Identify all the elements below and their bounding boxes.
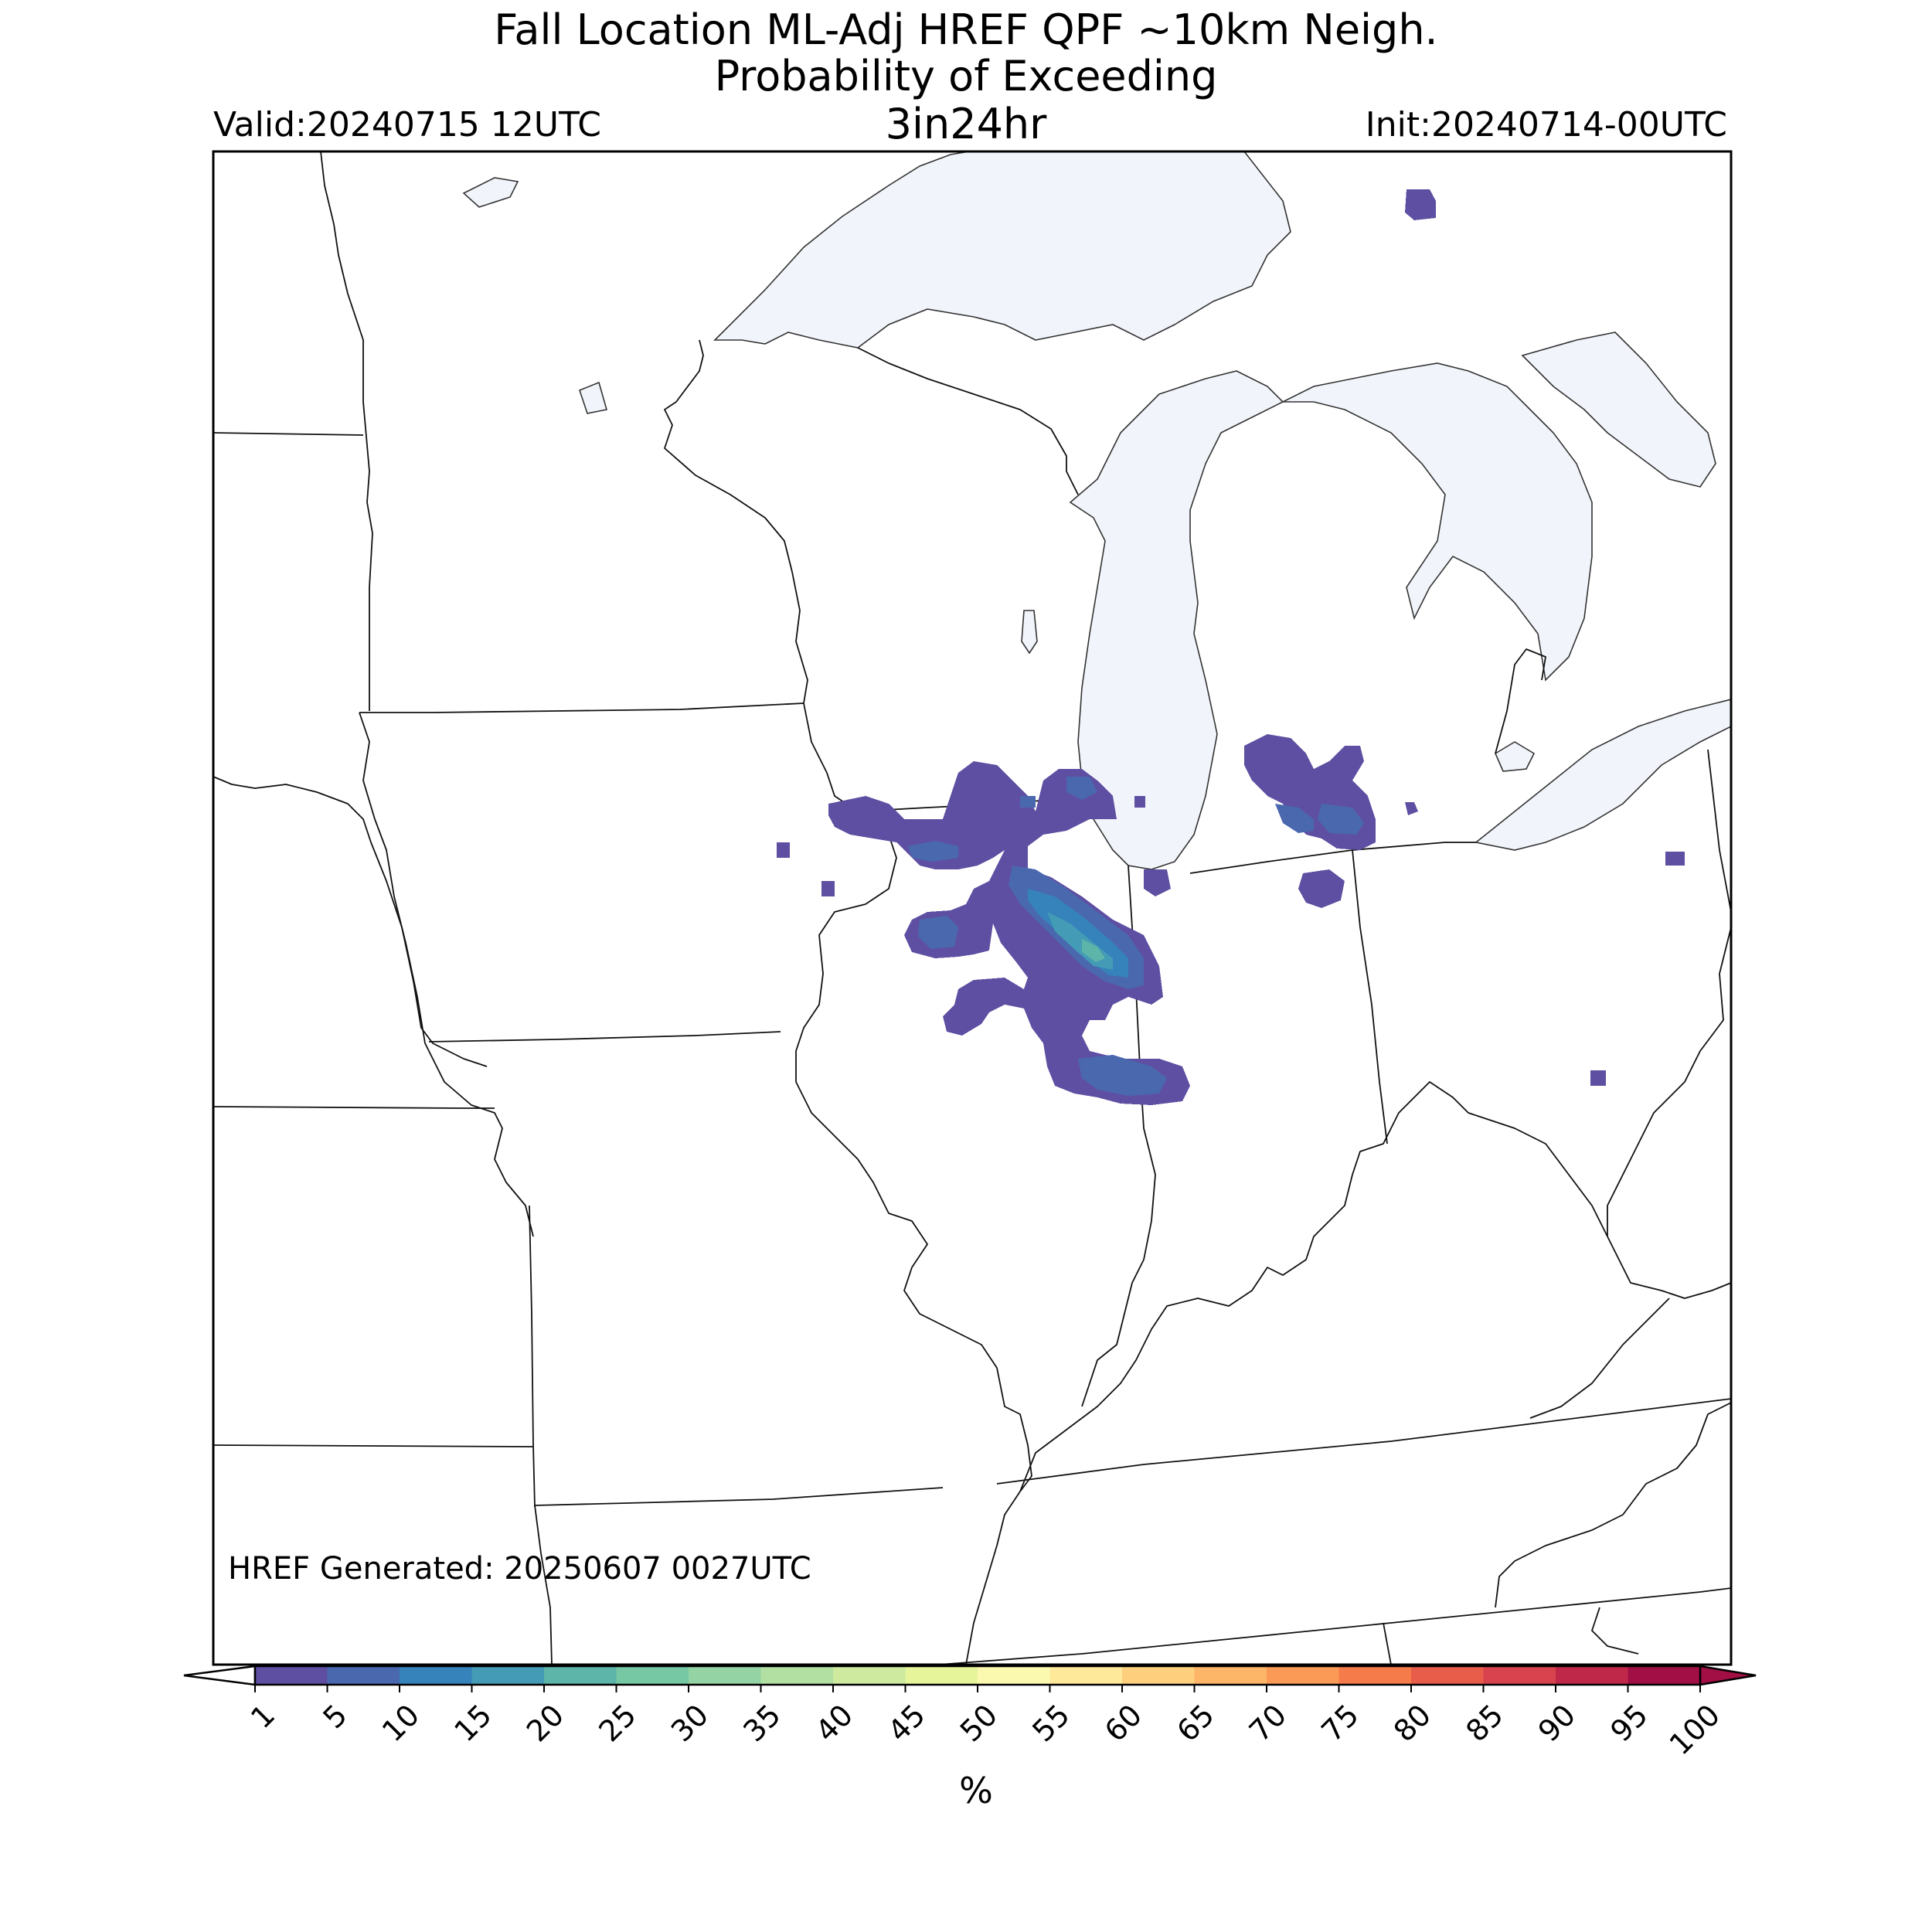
threshold-label: 3in24hr [885, 100, 1047, 148]
border-ky-wv-va [1607, 1236, 1731, 1299]
border-oh-pa [1707, 749, 1731, 1043]
colorbar-swatch [833, 1666, 906, 1685]
colorbar-tick-label: 60 [1098, 1698, 1148, 1748]
init-time-label: Init:20240714-00UTC [1365, 105, 1727, 145]
border-tn-nc [1495, 1402, 1731, 1608]
colorbar-units-label: % [959, 1770, 993, 1811]
border-in-mi [1189, 842, 1476, 874]
colorbar-tick-label: 50 [954, 1698, 1004, 1748]
border-mo-ar [534, 1487, 944, 1506]
border-mn-wi [664, 339, 808, 704]
colorbar-swatch [471, 1666, 545, 1685]
colorbar-tick-label: 1 [244, 1698, 281, 1735]
colorbar-swatch [978, 1666, 1050, 1685]
colorbar-extend-min [183, 1665, 257, 1686]
colorbar-tick-label: 10 [376, 1698, 426, 1748]
colorbar-tick-label: 25 [592, 1698, 642, 1748]
border-ks-ok [213, 1444, 534, 1447]
colorbar-swatch [1049, 1666, 1123, 1685]
border-ia-mo [428, 1031, 781, 1043]
border-mi-ontario [1495, 648, 1546, 754]
georgian-bay [1521, 332, 1716, 488]
colorbar-tick-label: 65 [1170, 1698, 1220, 1748]
border-sd-ne [213, 776, 488, 1067]
map-panel [213, 151, 1731, 1665]
valid-time-label: Valid:20240715 12UTC [213, 105, 602, 145]
red-lake [579, 381, 608, 414]
border-nd-sd [213, 432, 364, 436]
border-ia-il-river [795, 702, 1032, 1492]
colorbar-tick-label: 95 [1604, 1698, 1654, 1748]
lake-superior [713, 151, 1291, 349]
colorbar-tick-label: 5 [316, 1698, 353, 1735]
border-ky-tn [996, 1398, 1731, 1485]
chart-title-line-1: Fall Location ML-Adj HREF QPF ~10km Neig… [494, 5, 1438, 54]
colorbar-tick-label: 45 [881, 1698, 931, 1748]
border-in-oh [1352, 849, 1388, 1145]
colorbar-swatch [1338, 1666, 1412, 1685]
colorbar-swatch [1411, 1666, 1484, 1685]
border-ia-west [359, 712, 534, 1237]
probability-field [777, 189, 1685, 1105]
lake-st-clair [1494, 741, 1536, 772]
colorbar-swatch [1122, 1666, 1195, 1685]
border-ms-al [1383, 1622, 1392, 1665]
border-ne-ks [213, 1106, 495, 1109]
border-va-ky-tip [1529, 1298, 1670, 1419]
colorbar: 1 5 10 15 20 25 30 35 40 45 50 55 60 65 70 75 80 85 90 95 10… [183, 1665, 1757, 1761]
colorbar-tick-label: 55 [1026, 1698, 1076, 1748]
border-ks-mo [529, 1205, 536, 1508]
border-ok-east [534, 1505, 553, 1665]
small-lake-mn [462, 177, 519, 208]
lake-huron [1282, 362, 1593, 682]
lake-erie [1475, 699, 1731, 851]
prob-contour-20-25 [1082, 939, 1105, 962]
lake-michigan [1069, 370, 1284, 870]
map-frame [212, 150, 1733, 1666]
border-il-ky-ohio-river [1019, 1081, 1608, 1492]
border-mn-ia [359, 702, 804, 713]
colorbar-tick-label: 20 [520, 1698, 570, 1748]
border-oh-wv [1607, 927, 1731, 1236]
colorbar-tick-label: 35 [736, 1698, 787, 1748]
colorbar-swatch [760, 1666, 834, 1685]
colorbar-swatch [255, 1666, 328, 1685]
border-mo-tn-river [965, 1491, 1021, 1665]
colorbar-tick-label: 30 [665, 1698, 715, 1748]
colorbar-swatch [544, 1666, 617, 1685]
colorbar-swatch [905, 1666, 978, 1685]
great-lakes [462, 151, 1731, 870]
colorbar-swatch [400, 1666, 472, 1685]
colorbar-swatch [1556, 1666, 1628, 1685]
lake-winnebago [1021, 610, 1038, 655]
border-mn-west [320, 151, 373, 711]
colorbar-swatch [327, 1666, 400, 1685]
generated-timestamp: HREF Generated: 20250607 0027UTC [228, 1551, 811, 1587]
chart-title-line-2: Probability of Exceeding [714, 52, 1218, 100]
colorbar-swatch [616, 1666, 689, 1685]
colorbar-tick-label: 90 [1532, 1698, 1582, 1748]
colorbar-tick-label: 100 [1663, 1698, 1726, 1761]
colorbar-tick-label: 85 [1459, 1698, 1509, 1748]
colorbar-swatch [1483, 1666, 1556, 1685]
border-wi-mi-up [857, 347, 1079, 495]
border-nc-sc [1591, 1607, 1639, 1655]
colorbar-tick-label: 15 [447, 1698, 498, 1748]
colorbar-extend-max [1699, 1665, 1757, 1686]
colorbar-tick-label: 75 [1315, 1698, 1365, 1748]
colorbar-swatch [689, 1666, 761, 1685]
colorbar-tick-label: 70 [1243, 1698, 1293, 1748]
colorbar-tick-label: 80 [1387, 1698, 1437, 1748]
border-il-in [1081, 865, 1156, 1407]
colorbar-swatch [1267, 1666, 1339, 1685]
colorbar-swatch [1628, 1666, 1701, 1685]
colorbar-tick-label: 40 [809, 1698, 859, 1748]
colorbar-swatch [1194, 1666, 1267, 1685]
border-tn-south [938, 1587, 1731, 1665]
state-borders [213, 151, 1731, 1665]
